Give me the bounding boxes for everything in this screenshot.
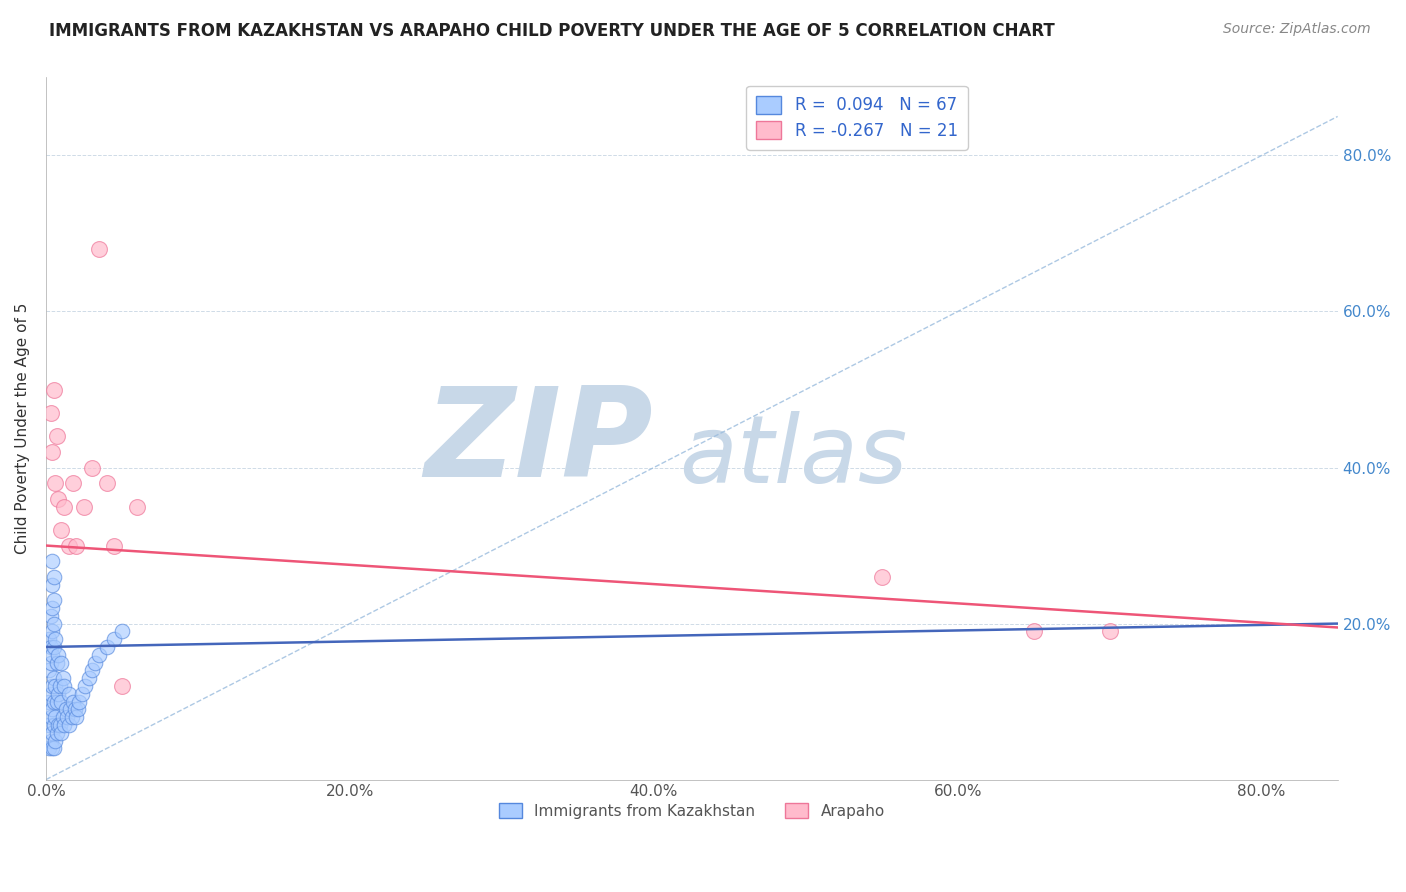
Point: [73, 500, 96, 514]
Point: [38, 718, 60, 732]
Point: [42, 593, 65, 607]
Point: [44, 679, 66, 693]
Point: [44, 733, 66, 747]
Point: [44, 476, 66, 491]
Point: [89, 648, 111, 662]
Point: [42, 695, 65, 709]
Point: [41, 554, 63, 568]
Legend: Immigrants from Kazakhstan, Arapaho: Immigrants from Kazakhstan, Arapaho: [492, 797, 891, 824]
Point: [42, 570, 65, 584]
Point: [127, 500, 149, 514]
Point: [48, 679, 70, 693]
Point: [65, 539, 87, 553]
Y-axis label: Child Poverty Under the Age of 5: Child Poverty Under the Age of 5: [15, 303, 30, 554]
Point: [111, 679, 134, 693]
Point: [46, 648, 69, 662]
Point: [58, 718, 80, 732]
Point: [39, 608, 62, 623]
Point: [48, 718, 70, 732]
Point: [55, 702, 77, 716]
Point: [75, 679, 97, 693]
Point: [56, 710, 79, 724]
Point: [1098, 624, 1121, 639]
Point: [111, 624, 134, 639]
Point: [63, 702, 86, 716]
Point: [80, 664, 103, 678]
Point: [44, 710, 66, 724]
Point: [44, 632, 66, 647]
Point: [45, 695, 67, 709]
Point: [39, 687, 62, 701]
Point: [66, 702, 89, 716]
Text: atlas: atlas: [679, 411, 907, 502]
Point: [45, 656, 67, 670]
Point: [41, 577, 63, 591]
Point: [62, 476, 84, 491]
Point: [41, 702, 63, 716]
Point: [46, 491, 69, 506]
Point: [38, 695, 60, 709]
Point: [45, 429, 67, 443]
Point: [42, 741, 65, 756]
Point: [870, 570, 893, 584]
Point: [65, 710, 87, 724]
Point: [53, 718, 76, 732]
Point: [58, 687, 80, 701]
Point: [53, 500, 76, 514]
Point: [80, 460, 103, 475]
Point: [39, 656, 62, 670]
Point: [46, 687, 69, 701]
Point: [42, 640, 65, 654]
Point: [41, 726, 63, 740]
Point: [51, 695, 73, 709]
Point: [42, 671, 65, 685]
Point: [41, 624, 63, 639]
Point: [60, 710, 83, 724]
Point: [67, 695, 90, 709]
Point: [51, 656, 73, 670]
Point: [51, 523, 73, 537]
Point: [38, 632, 60, 647]
Point: [41, 679, 63, 693]
Text: IMMIGRANTS FROM KAZAKHSTAN VS ARAPAHO CHILD POVERTY UNDER THE AGE OF 5 CORRELATI: IMMIGRANTS FROM KAZAKHSTAN VS ARAPAHO CH…: [49, 22, 1054, 40]
Point: [39, 406, 62, 420]
Point: [52, 710, 75, 724]
Point: [39, 733, 62, 747]
Point: [103, 632, 125, 647]
Point: [45, 726, 67, 740]
Point: [53, 679, 76, 693]
Point: [42, 718, 65, 732]
Text: Source: ZipAtlas.com: Source: ZipAtlas.com: [1223, 22, 1371, 37]
Text: ZIP: ZIP: [425, 382, 652, 503]
Point: [83, 656, 105, 670]
Point: [96, 640, 118, 654]
Point: [77, 671, 100, 685]
Point: [89, 242, 111, 256]
Point: [41, 741, 63, 756]
Point: [38, 741, 60, 756]
Point: [38, 664, 60, 678]
Point: [1022, 624, 1045, 639]
Point: [46, 718, 69, 732]
Point: [59, 702, 82, 716]
Point: [41, 445, 63, 459]
Point: [72, 687, 94, 701]
Point: [62, 695, 84, 709]
Point: [41, 648, 63, 662]
Point: [41, 601, 63, 615]
Point: [42, 616, 65, 631]
Point: [96, 476, 118, 491]
Point: [58, 539, 80, 553]
Point: [42, 383, 65, 397]
Point: [52, 671, 75, 685]
Point: [39, 640, 62, 654]
Point: [51, 726, 73, 740]
Point: [103, 539, 125, 553]
Point: [39, 710, 62, 724]
